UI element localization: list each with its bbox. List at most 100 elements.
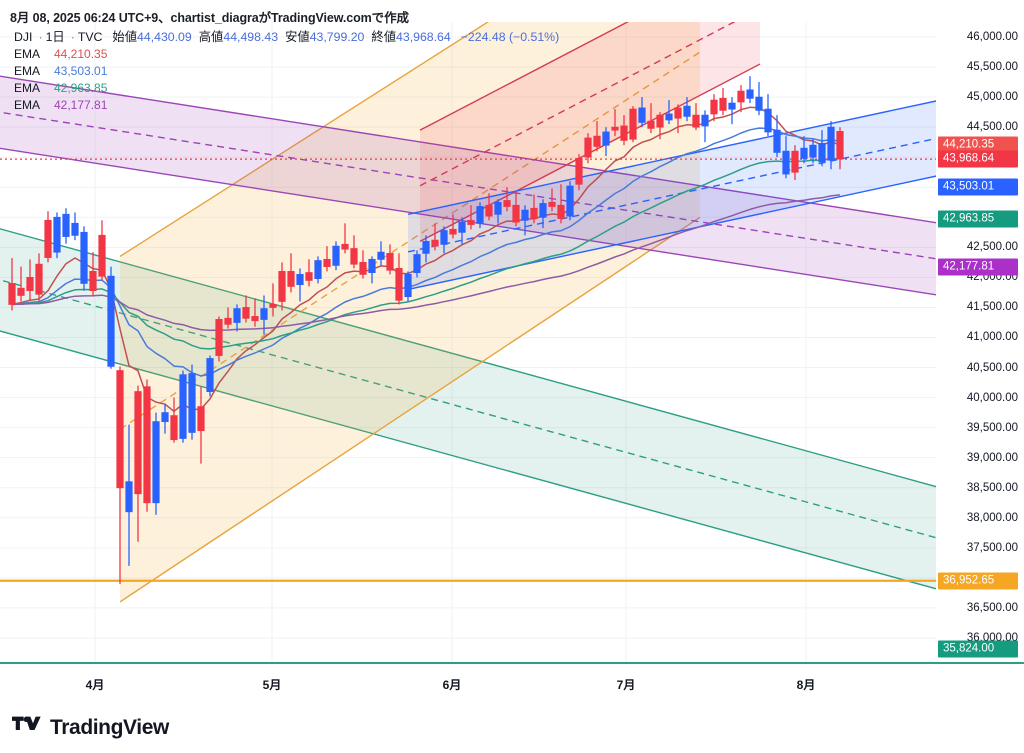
candle-body[interactable] xyxy=(116,370,124,489)
candle-body[interactable] xyxy=(674,107,682,119)
ema-purple-badge[interactable]: 42,177.81 xyxy=(938,258,1018,276)
candle-body[interactable] xyxy=(404,273,412,298)
candle-body[interactable] xyxy=(197,406,205,432)
candle-body[interactable] xyxy=(80,231,88,284)
candle-body[interactable] xyxy=(485,204,493,217)
candle-body[interactable] xyxy=(386,252,394,271)
candle-body[interactable] xyxy=(575,158,583,185)
candle-body[interactable] xyxy=(773,129,781,153)
candle-body[interactable] xyxy=(98,234,106,277)
candle-body[interactable] xyxy=(125,481,133,513)
candle-body[interactable] xyxy=(395,267,403,301)
candle-body[interactable] xyxy=(8,283,16,305)
orange-ascending-channel-median[interactable] xyxy=(119,51,701,430)
candle-body[interactable] xyxy=(224,317,232,325)
candle-body[interactable] xyxy=(332,245,340,266)
candle-body[interactable] xyxy=(620,125,628,141)
candle-body[interactable] xyxy=(17,287,25,296)
candle-body[interactable] xyxy=(764,108,772,133)
candle-body[interactable] xyxy=(611,126,619,131)
candle-body[interactable] xyxy=(737,90,745,103)
chart-plot-area[interactable] xyxy=(0,22,936,662)
ema-purple[interactable] xyxy=(11,194,841,332)
last-price-badge[interactable]: 43,968.64 xyxy=(938,150,1018,168)
ema-teal-badge[interactable]: 42,963.85 xyxy=(938,210,1018,228)
candle-body[interactable] xyxy=(818,142,826,163)
candle-body[interactable] xyxy=(242,307,250,319)
candle-body[interactable] xyxy=(422,240,430,254)
candle-body[interactable] xyxy=(215,319,223,356)
blue-ascending-channel-median[interactable] xyxy=(407,137,936,253)
candle-body[interactable] xyxy=(476,206,484,224)
candle-body[interactable] xyxy=(629,108,637,140)
candle-body[interactable] xyxy=(539,203,547,218)
candle-body[interactable] xyxy=(710,99,718,115)
candle-body[interactable] xyxy=(791,150,799,173)
candle-body[interactable] xyxy=(269,304,277,308)
candle-body[interactable] xyxy=(638,107,646,123)
candle-body[interactable] xyxy=(647,120,655,129)
candle-body[interactable] xyxy=(521,209,529,221)
candle-body[interactable] xyxy=(206,358,214,392)
candle-body[interactable] xyxy=(287,270,295,287)
teal-descending-channel-lower[interactable] xyxy=(0,325,936,590)
orange-ascending-channel-upper[interactable] xyxy=(119,22,700,257)
candle-body[interactable] xyxy=(701,114,709,127)
candle-body[interactable] xyxy=(593,135,601,147)
teal-descending-channel-upper[interactable] xyxy=(0,223,936,488)
ema-blue[interactable] xyxy=(11,127,841,377)
candle-body[interactable] xyxy=(449,228,457,235)
red-ascending-channel-median[interactable] xyxy=(419,22,760,187)
blue-ascending-channel-upper[interactable] xyxy=(407,100,936,215)
candle-body[interactable] xyxy=(296,273,304,286)
candle-body[interactable] xyxy=(26,276,34,292)
candle-body[interactable] xyxy=(62,213,70,237)
candle-body[interactable] xyxy=(314,260,322,280)
candle-body[interactable] xyxy=(728,102,736,110)
candle-body[interactable] xyxy=(251,316,259,322)
candle-body[interactable] xyxy=(233,308,241,323)
candle-body[interactable] xyxy=(71,222,79,236)
candle-body[interactable] xyxy=(170,415,178,441)
candle-body[interactable] xyxy=(431,239,439,247)
candle-body[interactable] xyxy=(827,126,835,161)
support-line-badge[interactable]: 36,952.65 xyxy=(938,572,1018,590)
purple-descending-channel-median[interactable] xyxy=(0,109,936,260)
candle-body[interactable] xyxy=(377,251,385,260)
candle-body[interactable] xyxy=(53,216,61,253)
orange-ascending-channel-lower[interactable] xyxy=(119,216,701,603)
candle-body[interactable] xyxy=(719,97,727,111)
candle-body[interactable] xyxy=(458,221,466,233)
candle-body[interactable] xyxy=(35,263,43,295)
candle-body[interactable] xyxy=(494,201,502,215)
red-ascending-channel-upper[interactable] xyxy=(419,22,760,131)
candle-body[interactable] xyxy=(665,113,673,121)
candle-body[interactable] xyxy=(359,261,367,275)
purple-descending-channel-upper[interactable] xyxy=(0,73,936,224)
candle-body[interactable] xyxy=(89,270,97,292)
candle-body[interactable] xyxy=(323,258,331,267)
candle-body[interactable] xyxy=(413,254,421,273)
candle-body[interactable] xyxy=(809,144,817,158)
candle-body[interactable] xyxy=(278,270,286,302)
candle-body[interactable] xyxy=(260,308,268,320)
ema-teal[interactable] xyxy=(11,158,840,350)
price-axis[interactable]: 46,000.0045,500.0045,000.0044,500.0044,0… xyxy=(936,22,1024,662)
candle-body[interactable] xyxy=(368,258,376,273)
candle-body[interactable] xyxy=(161,412,169,423)
candle-body[interactable] xyxy=(782,150,790,175)
blue-ascending-channel-lower[interactable] xyxy=(407,175,936,291)
candle-body[interactable] xyxy=(152,421,160,504)
candle-body[interactable] xyxy=(755,96,763,111)
ema-fast-badge[interactable]: 44,210.35 xyxy=(938,136,1018,154)
candle-body[interactable] xyxy=(341,243,349,250)
candle-body[interactable] xyxy=(134,391,142,495)
candle-body[interactable] xyxy=(107,275,115,367)
candle-body[interactable] xyxy=(179,374,187,439)
candle-body[interactable] xyxy=(584,137,592,158)
candle-body[interactable] xyxy=(746,89,754,99)
baseline-badge[interactable]: 35,824.00 xyxy=(938,640,1018,658)
candle-body[interactable] xyxy=(602,131,610,146)
candle-body[interactable] xyxy=(548,201,556,207)
candle-body[interactable] xyxy=(440,230,448,245)
